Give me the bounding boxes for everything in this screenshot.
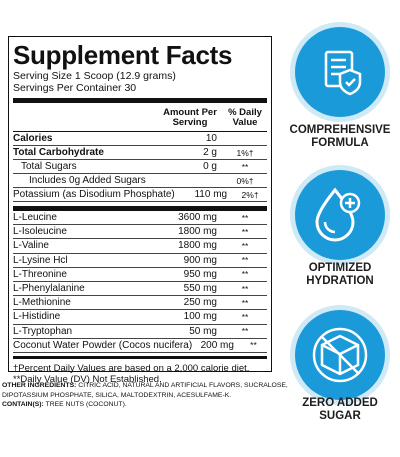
daily-value: ** [241, 326, 249, 337]
title: Supplement Facts [13, 40, 233, 70]
badge-label: COMPREHENSIVE FORMULA [289, 124, 391, 149]
nutrient-name: L-Lysine Hcl [13, 254, 68, 266]
amount: 50 mg [189, 325, 217, 337]
row: L-Threonine 950 mg ** [13, 268, 267, 282]
row: L-Phenylalanine 550 mg ** [13, 282, 267, 297]
row: L-Isoleucine 1800 mg ** [13, 225, 267, 240]
contains-label: CONTAIN(S): [2, 401, 44, 408]
row: Calories 10 [13, 132, 267, 146]
sections: Calories 10 Total Carbohydrate 2 g 1%† Total … [13, 132, 267, 359]
amount: 2 g [203, 147, 217, 158]
row: Total Sugars 0 g ** [13, 160, 267, 174]
row: Total Carbohydrate 2 g 1%† [13, 146, 267, 160]
nutrient-name: Total Sugars [21, 161, 77, 172]
nutrient-name: L-Isoleucine [13, 226, 67, 238]
row: Includes 0g Added Sugars 0%† [13, 174, 267, 188]
daily-value: ** [241, 269, 249, 280]
daily-value: ** [241, 240, 249, 251]
daily-value: 2%† [241, 189, 259, 200]
section: Calories 10 Total Carbohydrate 2 g 1%† Total … [13, 132, 267, 202]
daily-value: ** [241, 283, 249, 294]
badge-icons [290, 22, 390, 405]
row: L-Lysine Hcl 900 mg ** [13, 254, 267, 268]
contains: CONTAIN(S): TREE NUTS (COCONUT). [2, 400, 302, 410]
footnote: †Percent Daily Values are based on a 2,0… [13, 362, 250, 374]
row: Coconut Water Powder (Cocos nucifera) 200… [13, 339, 267, 353]
daily-value: ** [241, 255, 249, 266]
nutrient-name: Total Carbohydrate [13, 147, 104, 158]
icon-sugar [290, 305, 390, 405]
nutrient-name: L-Threonine [13, 268, 67, 280]
amount: 0 g [203, 161, 217, 172]
badge-label: OPTIMIZED HYDRATION [306, 262, 374, 287]
row: L-Leucine 3600 mg ** [13, 211, 267, 226]
amount: 3600 mg [178, 212, 217, 224]
amount: 950 mg [183, 268, 217, 280]
daily-value: 0%† [236, 175, 254, 186]
daily-value: 1%† [236, 147, 254, 158]
nutrient-name: L-Leucine [13, 212, 57, 224]
amount-header: Amount Per Serving [163, 107, 217, 128]
other-text: CITRIC ACID, NATURAL AND ARTIFICIAL FLAV… [2, 382, 288, 399]
row: L-Histidine 100 mg ** [13, 310, 267, 325]
nutrient-name: Coconut Water Powder (Cocos nucifera) [13, 339, 193, 351]
serving-size: Serving Size 1 Scoop (12.9 grams) [13, 70, 176, 82]
nutrient-name: L-Methionine [13, 297, 71, 309]
daily-value: ** [241, 161, 249, 172]
amount: 100 mg [183, 311, 217, 323]
icon-hydration [290, 165, 390, 265]
contains-text: TREE NUTS (COCONUT). [45, 401, 127, 408]
supplement-facts: Supplement Facts Serving Size 1 Scoop (1… [8, 36, 272, 385]
footnote: **Daily Value (DV) Not Established. [13, 374, 162, 386]
daily-value: ** [250, 340, 257, 351]
nutrient-name: Calories [13, 133, 53, 144]
other-label: OTHER INGREDIENTS: [2, 382, 77, 389]
section: L-Leucine 3600 mg ** L-Isoleucine 1800 mg ** L… [13, 206, 267, 353]
dv-header: % Daily Value [228, 107, 262, 128]
row: L-Methionine 250 mg ** [13, 296, 267, 311]
badge-label: ZERO ADDED SUGAR [302, 397, 378, 422]
nutrient-name: L-Phenylalanine [13, 283, 85, 295]
row: L-Tryptophan 50 mg ** [13, 325, 267, 339]
column-header: Amount Per Serving % Daily Value [13, 105, 267, 132]
other-ingredients: OTHER INGREDIENTS: CITRIC ACID, NATURAL … [2, 381, 302, 400]
amount: 10 [205, 133, 217, 144]
row: L-Valine 1800 mg ** [13, 239, 267, 254]
ingredients: OTHER INGREDIENTS: CITRIC ACID, NATURAL … [2, 381, 302, 410]
nutrient-name: Potassium (as Disodium Phosphate) [13, 189, 175, 200]
amount: 250 mg [183, 297, 217, 309]
footnotes: †Percent Daily Values are based on a 2,0… [13, 363, 267, 386]
amount: 110 mg [194, 189, 228, 200]
daily-value: ** [241, 212, 249, 223]
amount: 550 mg [183, 283, 217, 295]
amount: 200 mg [200, 339, 234, 351]
row: Potassium (as Disodium Phosphate) 110 mg 2… [13, 188, 267, 202]
daily-value: ** [241, 311, 249, 322]
nutrient-name: L-Valine [13, 240, 49, 252]
rule [13, 355, 267, 359]
daily-value: ** [241, 297, 249, 308]
amount: 1800 mg [178, 240, 217, 252]
daily-value: ** [241, 226, 249, 237]
amount: 1800 mg [178, 226, 217, 238]
servings: Servings Per Container 30 [13, 82, 137, 94]
nutrient-name: L-Histidine [13, 311, 61, 323]
amount: 900 mg [183, 254, 217, 266]
icon-formula [290, 22, 390, 122]
rule [13, 98, 267, 103]
nutrient-name: Includes 0g Added Sugars [29, 175, 146, 186]
nutrient-name: L-Tryptophan [13, 325, 73, 337]
